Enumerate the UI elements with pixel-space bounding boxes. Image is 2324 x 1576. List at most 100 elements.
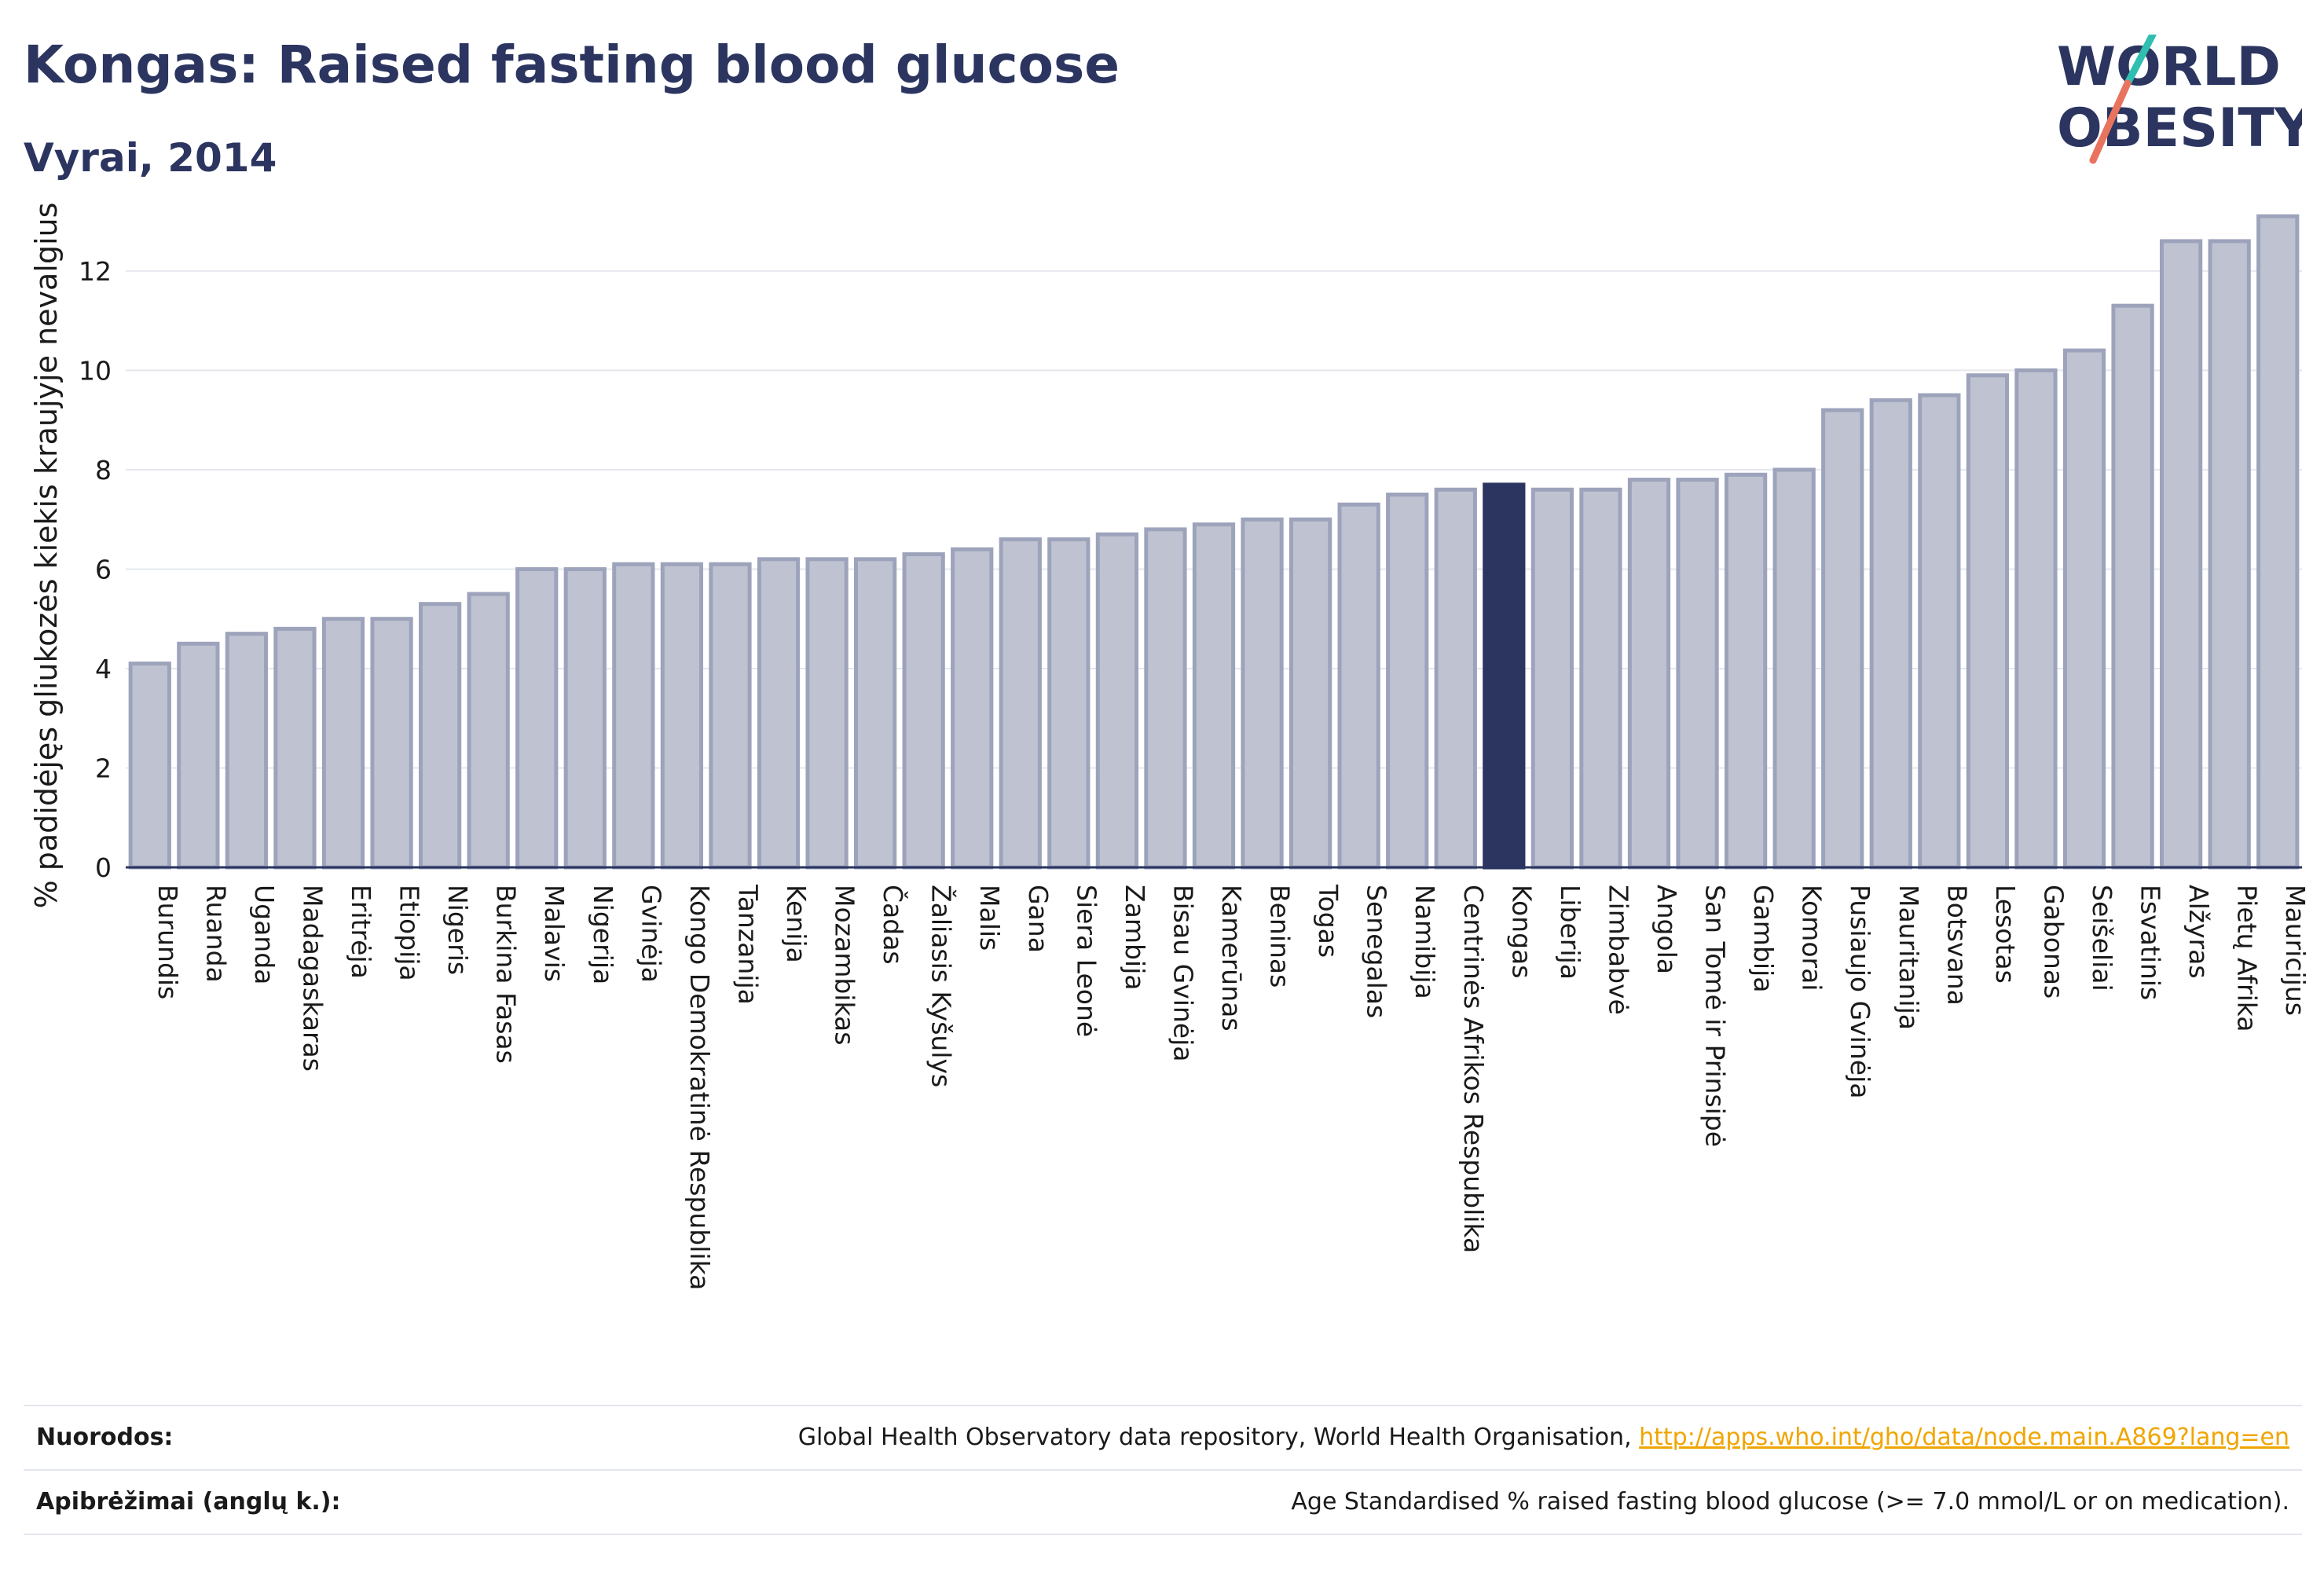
logo-slash-coral: [2089, 79, 2132, 164]
x-tick-label: Ruanda: [200, 885, 231, 983]
x-tick-label: Nigeris: [442, 885, 473, 975]
x-tick-label: Senegalas: [1362, 885, 1392, 1018]
x-tick-label: Botsvana: [1941, 885, 1972, 1006]
bar-30[interactable]: [1579, 487, 1622, 870]
bar-chart: 0 2 4 6 8 10 12 Burundis Ruanda Uganda Madagaskara…: [29, 203, 2311, 1291]
x-tick-label: Gvinėja: [636, 885, 666, 983]
y-tick-label: 0: [95, 852, 112, 883]
x-tick-label: Etiopija: [394, 885, 425, 981]
x-tick-label: Bisau Gvinėja: [1167, 885, 1198, 1062]
x-tick-label: Esvatinis: [2135, 885, 2166, 1000]
logo-slash-teal: [2124, 35, 2157, 87]
y-tick-label: 10: [79, 355, 112, 386]
bar-26[interactable]: [1386, 493, 1429, 870]
bar-20[interactable]: [1095, 532, 1139, 870]
x-tick-label: Malis: [974, 885, 1005, 951]
bar-41[interactable]: [2111, 303, 2154, 870]
bars: [128, 214, 2300, 870]
bar-23[interactable]: [1241, 517, 1284, 870]
bar-25[interactable]: [1337, 502, 1380, 870]
bar-35[interactable]: [1821, 408, 1864, 870]
definition-value: Age Standardised % raised fasting blood …: [1291, 1488, 2289, 1516]
footer-definition-row: Apibrėžimai (anglų k.): Age Standardised…: [24, 1469, 2302, 1535]
page-subtitle: Vyrai, 2014: [24, 135, 277, 181]
x-tick-label: Čadas: [878, 885, 909, 965]
bar-11[interactable]: [660, 562, 704, 870]
bar-27[interactable]: [1434, 487, 1477, 870]
bar-31[interactable]: [1627, 478, 1671, 870]
x-tick-label: Eritrėja: [346, 885, 376, 979]
bar-24[interactable]: [1288, 517, 1332, 870]
bar-3[interactable]: [273, 626, 317, 870]
logo-line1: WORLD: [2057, 36, 2281, 98]
x-tick-label: Tanzanija: [732, 884, 763, 1005]
bar-33[interactable]: [1724, 472, 1768, 870]
bar-8[interactable]: [515, 566, 559, 870]
x-tick-label: Mauritanija: [1893, 885, 1924, 1030]
bar-16[interactable]: [902, 552, 945, 870]
bar-14[interactable]: [805, 557, 849, 870]
x-tick-label: Burundis: [152, 885, 183, 999]
bar-2[interactable]: [225, 632, 269, 870]
bar-12[interactable]: [709, 562, 752, 870]
bar-29[interactable]: [1530, 487, 1574, 870]
x-tick-label: Pusiaujo Gvinėja: [1845, 885, 1875, 1098]
x-tick-label: Burkina Fasas: [491, 885, 522, 1064]
bar-34[interactable]: [1772, 467, 1816, 870]
x-tick-label: Angola: [1651, 885, 1682, 974]
bar-9[interactable]: [563, 566, 607, 870]
definition-label: Apibrėžimai (anglų k.):: [36, 1488, 341, 1516]
bar-5[interactable]: [370, 617, 413, 870]
bar-38[interactable]: [1966, 373, 2010, 870]
y-tick-label: 4: [95, 654, 112, 684]
y-tick-label: 8: [95, 455, 112, 486]
x-tick-label: Kongo Demokratinė Respublika: [684, 885, 715, 1290]
bar-39[interactable]: [2014, 368, 2058, 870]
y-tick-label: 12: [79, 256, 112, 287]
x-tick-label: Komorai: [1797, 885, 1827, 991]
bar-44[interactable]: [2256, 214, 2300, 870]
x-tick-label: Madagaskaras: [297, 885, 328, 1072]
bar-18[interactable]: [999, 537, 1042, 870]
bar-28[interactable]: [1483, 482, 1526, 870]
bar-17[interactable]: [951, 547, 994, 870]
bar-21[interactable]: [1144, 527, 1187, 870]
x-tick-label: Pietų Afrika: [2232, 885, 2263, 1032]
bar-4[interactable]: [321, 617, 365, 870]
sources-label: Nuorodos:: [36, 1424, 174, 1451]
footer-sources-row: Nuorodos: Global Health Observatory data…: [24, 1405, 2302, 1471]
bar-15[interactable]: [853, 557, 897, 870]
x-tick-label: Liberija: [1555, 885, 1585, 980]
bar-6[interactable]: [418, 602, 462, 870]
x-tick-label: Kenija: [781, 885, 812, 963]
bar-7[interactable]: [467, 592, 510, 870]
bar-36[interactable]: [1869, 398, 1912, 870]
x-tick-label: Kongas: [1506, 885, 1537, 978]
axes: 0 2 4 6 8 10 12 Burundis Ruanda Uganda Madagaskara…: [79, 256, 2311, 1290]
x-tick-label: Malavis: [539, 885, 570, 982]
bar-19[interactable]: [1047, 537, 1091, 870]
bar-10[interactable]: [612, 562, 655, 870]
x-tick-label: Alžyras: [2183, 885, 2214, 979]
x-tick-label: Gana: [1023, 885, 1054, 953]
bar-22[interactable]: [1192, 522, 1236, 870]
bar-0[interactable]: [128, 662, 171, 870]
x-tick-label: Siera Leonė: [1071, 885, 1102, 1037]
x-tick-label: Centrinės Afrikos Respublika: [1458, 885, 1489, 1253]
bar-13[interactable]: [757, 557, 801, 870]
x-tick-label: Uganda: [249, 885, 280, 984]
x-tick-label: Namibija: [1409, 885, 1440, 999]
sources-link[interactable]: http://apps.who.int/gho/data/node.main.A…: [1639, 1424, 2289, 1451]
bar-37[interactable]: [1918, 393, 1961, 870]
bar-32[interactable]: [1676, 478, 1719, 870]
bar-43[interactable]: [2208, 239, 2251, 870]
x-tick-label: Gambija: [1748, 885, 1779, 992]
bar-42[interactable]: [2159, 239, 2203, 870]
bar-1[interactable]: [177, 641, 220, 870]
world-obesity-logo: WORLD OBESITY: [2057, 35, 2302, 164]
sources-value: Global Health Observatory data repositor…: [798, 1424, 2289, 1451]
y-tick-label: 2: [95, 753, 112, 783]
y-axis-label: % padidėjęs gliukozės kiekis kraujyje ne…: [29, 203, 64, 909]
sources-text: Global Health Observatory data repositor…: [797, 1424, 1640, 1451]
bar-40[interactable]: [2062, 348, 2106, 870]
